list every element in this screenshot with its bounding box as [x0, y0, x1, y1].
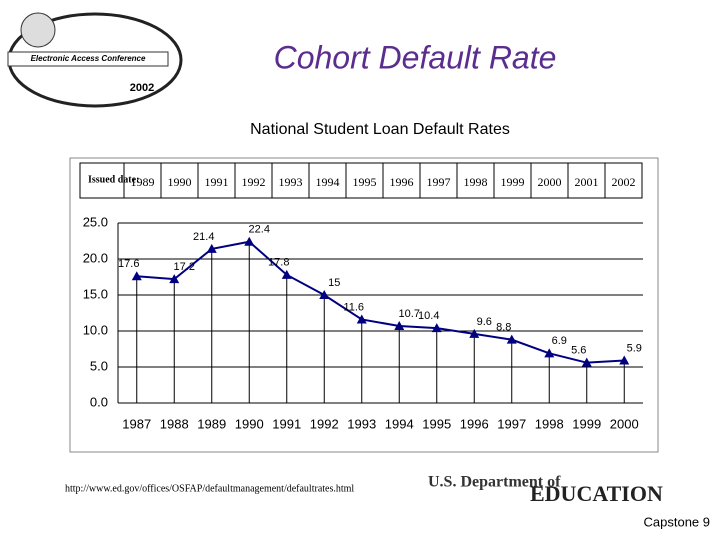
issued-date: 2002	[612, 175, 636, 189]
y-tick-label: 15.0	[83, 286, 108, 301]
y-tick-label: 20.0	[83, 250, 108, 265]
x-tick-label: 1993	[347, 416, 376, 431]
x-tick-label: 1996	[460, 416, 489, 431]
slide-title: Cohort Default Rate	[274, 39, 557, 75]
x-tick-label: 2000	[610, 416, 639, 431]
issued-date: 1996	[390, 175, 414, 189]
x-tick-label: 1995	[422, 416, 451, 431]
marker	[394, 320, 405, 330]
data-label: 8.8	[496, 322, 511, 334]
dept-line2: EDUCATION	[530, 481, 663, 506]
data-label: 22.4	[249, 224, 270, 236]
issued-date: 1991	[205, 175, 229, 189]
issued-date: 1990	[168, 175, 192, 189]
issued-date: 1993	[279, 175, 303, 189]
issued-date: 1995	[353, 175, 377, 189]
chart-title: National Student Loan Default Rates	[250, 121, 510, 138]
logo-band	[7, 51, 169, 67]
data-label: 9.6	[477, 316, 492, 328]
x-tick-label: 1987	[122, 416, 151, 431]
issued-date: 2000	[538, 175, 562, 189]
x-tick-label: 1998	[535, 416, 564, 431]
x-tick-label: 1999	[572, 416, 601, 431]
x-tick-label: 1990	[235, 416, 264, 431]
logo-year: 2002	[130, 82, 154, 94]
issued-date: 2001	[575, 175, 599, 189]
y-tick-label: 5.0	[90, 358, 108, 373]
data-label: 5.6	[571, 345, 586, 357]
x-tick-label: 1994	[385, 416, 414, 431]
marker	[619, 355, 630, 365]
dept-line1: U.S. Department of	[428, 474, 561, 491]
issued-date: 1999	[501, 175, 525, 189]
data-label: 5.9	[627, 342, 642, 354]
data-label: 21.4	[193, 231, 214, 243]
data-label: 11.6	[343, 301, 364, 313]
marker	[281, 269, 292, 279]
marker	[506, 334, 517, 344]
issued-label: Issued date:	[88, 174, 139, 185]
data-label: 10.4	[418, 310, 439, 322]
issued-date: 1994	[316, 175, 340, 189]
marker	[206, 243, 217, 253]
data-label: 17.6	[118, 258, 139, 270]
issued-date: 1998	[464, 175, 488, 189]
marker	[131, 271, 142, 281]
y-tick-label: 0.0	[90, 394, 108, 409]
marker	[544, 348, 555, 358]
marker	[319, 290, 330, 299]
footer: Capstone 9	[644, 514, 711, 529]
x-tick-label: 1992	[310, 416, 339, 431]
issued-date: 1992	[242, 175, 266, 189]
data-label: 17.8	[268, 257, 289, 269]
issued-date: 1997	[427, 175, 451, 189]
y-tick-label: 10.0	[83, 322, 108, 337]
series-line	[136, 240, 625, 364]
logo: Electronic Access Conference 2002	[7, 12, 183, 108]
x-tick-label: 1989	[197, 416, 226, 431]
marker	[169, 274, 180, 284]
logo-text: Electronic Access Conference	[31, 54, 146, 63]
y-tick-label: 25.0	[83, 214, 108, 229]
plot: 1989 1990 1991 1992 1993 1994 1995 1996 1997 1998…	[83, 163, 643, 431]
data-label: 6.9	[552, 335, 567, 347]
logo-seal	[20, 12, 56, 48]
x-tick-label: 1988	[160, 416, 189, 431]
data-label: 15	[328, 277, 340, 289]
x-tick-label: 1991	[272, 416, 301, 431]
marker	[356, 314, 367, 324]
marker	[244, 236, 255, 246]
source-url: http://www.ed.gov/offices/OSFAP/defaultm…	[65, 483, 354, 494]
data-label: 10.7	[399, 308, 420, 320]
marker	[469, 328, 480, 338]
issued-date: 1989	[131, 175, 155, 189]
x-tick-label: 1997	[497, 416, 526, 431]
data-label: 17.2	[174, 261, 195, 273]
marker	[431, 323, 442, 333]
issued-table	[79, 162, 643, 199]
marker	[581, 357, 592, 367]
